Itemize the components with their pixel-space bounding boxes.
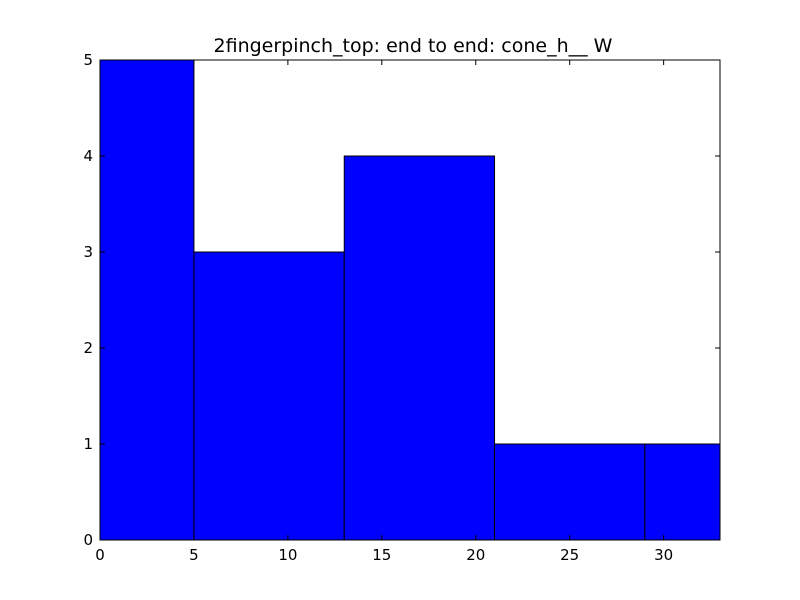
- y-tick-label: 4: [83, 147, 93, 165]
- x-tick-label: 20: [466, 546, 485, 564]
- ticks-layer: 0 5 10 15 20 25 30 0 1 2 3 4 5: [83, 51, 720, 564]
- y-tick-label: 2: [83, 339, 93, 357]
- chart-title: 2fingerpinch_top: end to end: cone_h__ W: [214, 35, 613, 57]
- histogram-bar-2: [343, 155, 496, 541]
- y-tick-label: 5: [83, 51, 93, 69]
- x-tick-label: 10: [278, 546, 297, 564]
- y-tick-label: 0: [83, 531, 93, 549]
- x-tick-label: 0: [95, 546, 105, 564]
- histogram-bar-3: [494, 443, 646, 541]
- histogram-bar-4: [644, 443, 721, 541]
- x-tick-label: 30: [654, 546, 673, 564]
- x-tick-label: 25: [560, 546, 579, 564]
- x-tick-label: 15: [372, 546, 391, 564]
- histogram-bar-1: [193, 251, 345, 541]
- x-tick-label: 5: [189, 546, 199, 564]
- bars-layer: [99, 59, 721, 541]
- plot-frame: [99, 59, 721, 541]
- y-tick-label: 3: [83, 243, 93, 261]
- y-tick-label: 1: [83, 435, 93, 453]
- histogram-bar-0: [99, 59, 195, 541]
